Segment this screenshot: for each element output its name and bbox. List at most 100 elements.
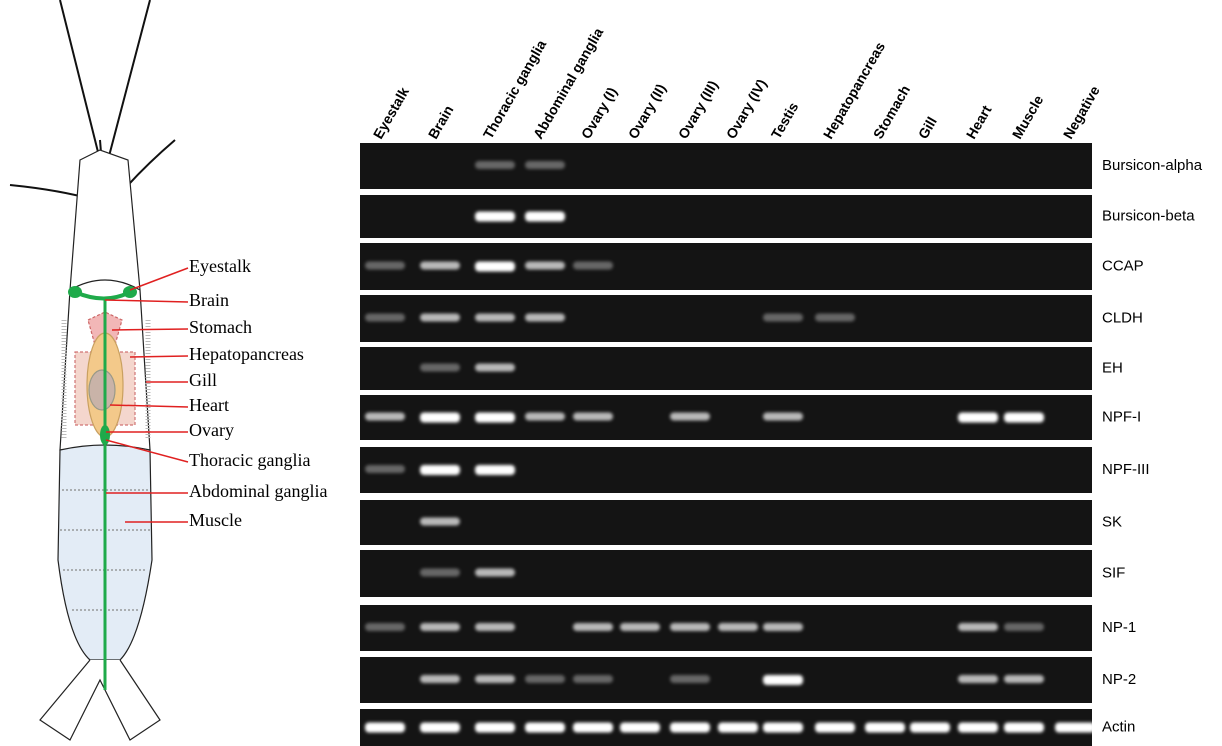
band [1004, 723, 1044, 733]
leader-line [130, 356, 188, 357]
band [420, 413, 460, 423]
band [718, 723, 758, 733]
band [958, 723, 998, 733]
band [420, 262, 460, 270]
band [365, 623, 405, 631]
band [365, 262, 405, 270]
band [910, 723, 950, 733]
band [763, 623, 803, 631]
band [573, 413, 613, 421]
lane-label: Heart [963, 102, 995, 141]
band [763, 314, 803, 322]
gene-label: NPF-III [1102, 461, 1150, 478]
band [420, 623, 460, 631]
lane-label: Brain [425, 102, 457, 141]
band [475, 212, 515, 222]
anatomy-label: Brain [189, 290, 229, 310]
band [958, 413, 998, 423]
gel-row [360, 447, 1092, 493]
band [815, 314, 855, 322]
band [475, 364, 515, 372]
band [475, 314, 515, 322]
band [670, 675, 710, 683]
band [420, 314, 460, 322]
band [815, 723, 855, 733]
band [718, 623, 758, 631]
band [670, 723, 710, 733]
anatomy-label: Heart [189, 395, 229, 415]
band [365, 413, 405, 421]
band [420, 723, 460, 733]
gene-label: Bursicon-alpha [1102, 157, 1203, 174]
band [475, 161, 515, 169]
band [475, 723, 515, 733]
band [420, 518, 460, 526]
band [620, 723, 660, 733]
band [573, 262, 613, 270]
band [1004, 675, 1044, 683]
band [525, 262, 565, 270]
gene-label: CLDH [1102, 309, 1143, 326]
gene-label: Bursicon-beta [1102, 207, 1195, 224]
band [475, 569, 515, 577]
gene-label: Actin [1102, 718, 1135, 735]
band [763, 675, 803, 685]
band [420, 569, 460, 577]
band [475, 465, 515, 475]
lane-label: Ovary (I) [578, 84, 620, 141]
band [365, 723, 405, 733]
gene-label: CCAP [1102, 257, 1144, 274]
gene-label: NPF-I [1102, 408, 1141, 425]
gel-row [360, 550, 1092, 597]
lane-label: Ovary (IV) [723, 76, 770, 141]
anatomy-label: Eyestalk [189, 256, 251, 276]
gel-panel [360, 143, 1095, 746]
lane-label: Muscle [1009, 92, 1047, 141]
band [365, 314, 405, 322]
band [475, 623, 515, 631]
band [573, 623, 613, 631]
band [573, 723, 613, 733]
lane-label: Testis [768, 99, 802, 141]
lane-label: Ovary (III) [675, 78, 721, 142]
band [763, 723, 803, 733]
band [525, 675, 565, 683]
gel-row [360, 295, 1092, 342]
band [525, 212, 565, 222]
band [420, 465, 460, 475]
gene-label: SK [1102, 513, 1122, 530]
lane-label: Ovary (II) [625, 81, 669, 142]
shrimp-diagram [10, 0, 175, 740]
band [365, 465, 405, 473]
lane-label: Stomach [870, 82, 913, 141]
band [865, 723, 905, 733]
band [958, 623, 998, 631]
gene-label: NP-1 [1102, 619, 1136, 636]
gene-label: NP-2 [1102, 671, 1136, 688]
anatomy-label: Ovary [189, 420, 234, 440]
band [525, 723, 565, 733]
band [420, 364, 460, 372]
gel-row [360, 347, 1092, 390]
band [670, 623, 710, 631]
anatomy-label: Stomach [189, 317, 252, 337]
anatomy-label: Thoracic ganglia [189, 450, 310, 470]
band [525, 413, 565, 421]
gel-row [360, 500, 1092, 545]
gel-row [360, 195, 1092, 238]
band [620, 623, 660, 631]
band [1055, 723, 1095, 733]
lane-label: Negative [1060, 83, 1103, 142]
gel-row [360, 243, 1092, 290]
lane-label: Gill [915, 114, 940, 142]
band [525, 161, 565, 169]
band [573, 675, 613, 683]
band [1004, 623, 1044, 631]
gel-row [360, 143, 1092, 189]
figure: Eyestalk Brain Stomach Hepatopancreas Gill He… [0, 0, 1222, 746]
band [475, 262, 515, 272]
band [475, 413, 515, 423]
anatomy-label: Hepatopancreas [189, 344, 304, 364]
band [1004, 413, 1044, 423]
band [475, 675, 515, 683]
